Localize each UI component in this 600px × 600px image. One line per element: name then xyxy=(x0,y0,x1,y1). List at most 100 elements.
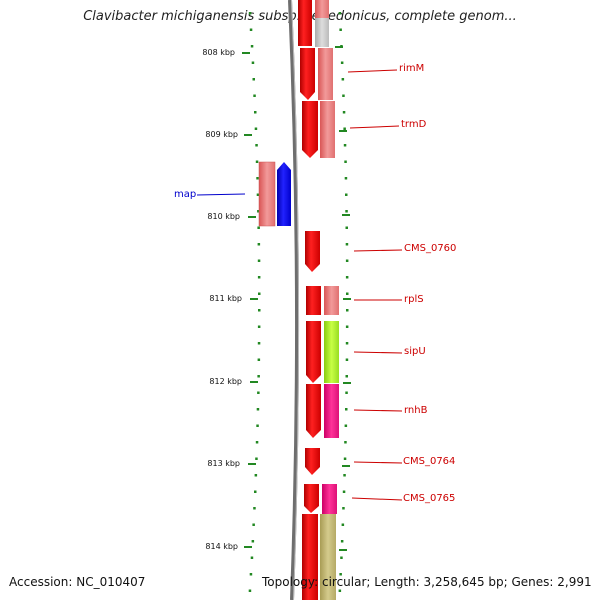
minor-tick-right xyxy=(345,276,349,279)
minor-tick-right xyxy=(345,193,348,196)
leader-trmD xyxy=(349,125,400,129)
minor-tick-left xyxy=(254,490,257,493)
cog-box-rnhB xyxy=(324,384,339,438)
gene-arrow-CMS_0760 xyxy=(305,231,320,272)
minor-tick-right xyxy=(338,12,342,15)
kbp-label-814: 814 kbp xyxy=(205,542,238,551)
minor-tick-left xyxy=(254,127,258,130)
minor-tick-left xyxy=(257,358,261,361)
gene-leaders xyxy=(196,69,403,501)
minor-tick-right xyxy=(338,589,342,592)
minor-tick-right xyxy=(345,243,349,246)
gene-label-map[interactable]: map xyxy=(174,189,197,200)
leader-map xyxy=(196,193,246,196)
leader-CMS_0764 xyxy=(353,461,403,464)
gene-label-CMS_0765[interactable]: CMS_0765 xyxy=(403,493,456,504)
leader-rimM xyxy=(347,69,398,73)
kbp-label-812: 812 kbp xyxy=(209,377,242,386)
minor-tick-left xyxy=(257,342,261,345)
minor-tick-left xyxy=(256,177,259,180)
gene-arrow-sipU xyxy=(306,321,321,383)
minor-tick-right xyxy=(343,127,346,130)
minor-tick-right xyxy=(341,523,345,526)
gene-label-rplS[interactable]: rplS xyxy=(404,294,424,305)
minor-tick-right xyxy=(345,342,349,345)
minor-tick-left xyxy=(257,276,261,279)
minor-tick-right xyxy=(345,325,349,328)
minor-tick-right xyxy=(344,160,347,163)
minor-tick-right xyxy=(344,177,348,180)
gene-arrow-top-a xyxy=(298,0,312,46)
minor-tick-left xyxy=(250,556,254,559)
accession-text: Accession: NC_010407 xyxy=(9,575,146,589)
genome-backbone xyxy=(288,0,300,600)
minor-tick-right xyxy=(345,375,348,378)
gene-arrow-rimM xyxy=(300,48,315,100)
minor-tick-right xyxy=(341,78,345,81)
gene-arrow-map xyxy=(277,162,291,226)
cog-box-top-b xyxy=(315,18,329,47)
cog-box-top-a xyxy=(315,0,329,18)
minor-tick-right xyxy=(345,210,348,213)
minor-tick-right xyxy=(346,292,349,295)
cog-box-sipU xyxy=(324,321,339,383)
gene-label-trmD[interactable]: trmD xyxy=(401,119,427,130)
leader-CMS_0765 xyxy=(351,497,403,501)
minor-tick-left xyxy=(252,78,255,81)
minor-tick-left xyxy=(258,309,261,312)
minor-tick-left xyxy=(248,12,252,15)
minor-tick-left xyxy=(252,523,255,526)
minor-tick-left xyxy=(251,540,255,543)
minor-tick-right xyxy=(342,94,345,97)
kbp-label-810: 810 kbp xyxy=(207,212,240,221)
gene-arrow-rnhB xyxy=(306,384,321,438)
kbp-label-813: 813 kbp xyxy=(207,459,240,468)
minor-tick-left xyxy=(257,259,261,262)
minor-tick-left xyxy=(257,375,260,378)
minor-tick-right xyxy=(345,358,349,361)
gene-arrow-CMS_0764 xyxy=(305,448,320,475)
minor-tick-left xyxy=(256,193,260,196)
minor-tick-left xyxy=(256,424,259,427)
minor-tick-left xyxy=(255,144,258,147)
minor-tick-right xyxy=(340,61,344,64)
minor-tick-right xyxy=(345,259,349,262)
minor-tick-right xyxy=(344,441,347,444)
minor-tick-right xyxy=(340,556,343,559)
minor-tick-right xyxy=(340,540,344,543)
minor-tick-right xyxy=(343,144,347,147)
gene-label-sipU[interactable]: sipU xyxy=(404,346,426,357)
gene-label-rimM[interactable]: rimM xyxy=(399,63,425,74)
gene-arrow-CMS_0765 xyxy=(304,484,319,513)
minor-tick-left xyxy=(249,28,253,31)
right-major-ticks xyxy=(335,46,351,551)
gene-arrow-trmD xyxy=(302,101,318,158)
minor-tick-right xyxy=(344,424,348,427)
cog-box-rplS xyxy=(324,286,339,315)
minor-tick-left xyxy=(251,61,255,64)
kbp-label-811: 811 kbp xyxy=(209,294,242,303)
gene-label-CMS_0764[interactable]: CMS_0764 xyxy=(403,456,456,467)
gene-label-rnhB[interactable]: rnhB xyxy=(404,405,428,416)
minor-tick-left xyxy=(253,94,256,97)
right-tick-column xyxy=(338,12,349,592)
minor-tick-left xyxy=(248,589,252,592)
topology-summary: Topology: circular; Length: 3,258,645 bp… xyxy=(262,575,592,589)
gene-box-rplS xyxy=(306,286,321,315)
leader-rnhB xyxy=(353,409,403,412)
cog-box-map xyxy=(258,161,276,227)
minor-tick-left xyxy=(256,408,260,411)
minor-tick-left xyxy=(249,573,253,576)
cog-box-bottom xyxy=(320,514,336,600)
leader-sipU xyxy=(353,351,403,354)
minor-tick-left xyxy=(257,325,261,328)
minor-tick-right xyxy=(343,474,346,477)
cog-box-trmD xyxy=(320,101,335,158)
minor-tick-right xyxy=(339,28,342,31)
gene-label-CMS_0760[interactable]: CMS_0760 xyxy=(404,243,457,254)
minor-tick-left xyxy=(257,226,260,229)
minor-tick-right xyxy=(342,111,346,114)
minor-tick-left xyxy=(258,292,261,295)
minor-tick-right xyxy=(339,573,342,576)
